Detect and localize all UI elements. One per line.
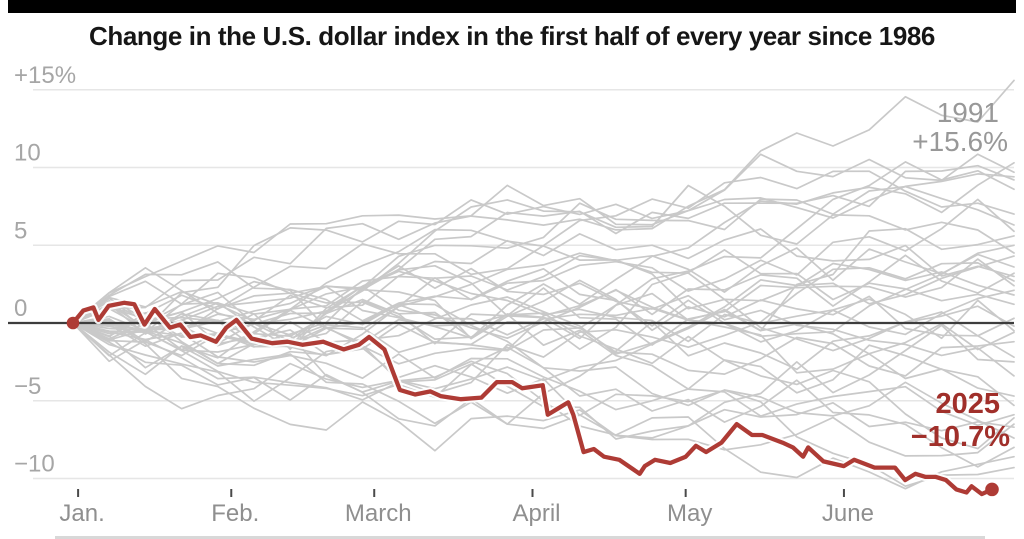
y-axis-label: −10 xyxy=(14,451,55,478)
annotation-2025-year-label: 2025 xyxy=(935,388,1000,420)
year-line-2022 xyxy=(72,173,1015,341)
annotation-1991-year-label: 1991 xyxy=(937,97,999,128)
x-axis-label: June xyxy=(822,500,874,527)
x-axis-label: Feb. xyxy=(211,500,259,527)
annotation-1991-value-label: +15.6% xyxy=(912,126,1008,157)
gridline-layer: +15% 10 5 0 −5 −10 xyxy=(14,62,1014,480)
chart-title: Change in the U.S. dollar index in the f… xyxy=(89,21,935,51)
y-axis-label: 0 xyxy=(14,295,27,322)
top-border-bar xyxy=(8,0,1016,13)
x-axis-label: Jan. xyxy=(59,500,104,527)
year-line-1994 xyxy=(72,322,1015,411)
year-line-1990 xyxy=(72,265,1015,377)
year-line-2008 xyxy=(72,280,1015,450)
x-axis-label: March xyxy=(345,500,412,527)
year-line-2023 xyxy=(72,280,1015,374)
year-line-2014 xyxy=(72,252,1015,357)
highlight-2025-line xyxy=(66,298,999,499)
year-line-2003 xyxy=(72,291,1015,427)
year-line-1996 xyxy=(72,255,1015,365)
x-axis-label: May xyxy=(667,500,712,527)
y-axis-label: 10 xyxy=(14,140,41,167)
year-line-1993 xyxy=(72,244,1015,338)
year-line-2017 xyxy=(72,319,1015,457)
year-line-2013 xyxy=(72,227,1015,354)
end-point-dot xyxy=(985,482,999,497)
y-axis-label: −5 xyxy=(14,373,41,400)
background-year-lines xyxy=(72,79,1015,490)
highlight-line-2025 xyxy=(70,300,995,497)
year-line-2006 xyxy=(72,322,1015,439)
year-line-2024 xyxy=(72,184,1015,325)
year-line-2021 xyxy=(72,228,1015,324)
x-axis-label: April xyxy=(512,500,560,527)
year-line-2001 xyxy=(72,185,1015,345)
y-axis-label: 5 xyxy=(14,217,27,244)
year-line-2011 xyxy=(72,322,1015,439)
annotation-2025-value-label: −10.7% xyxy=(911,421,1010,453)
bottom-border-bar xyxy=(55,536,985,539)
start-point-dot xyxy=(66,316,80,330)
y-axis-label: +15% xyxy=(14,62,76,89)
year-line-2010 xyxy=(72,153,1015,324)
